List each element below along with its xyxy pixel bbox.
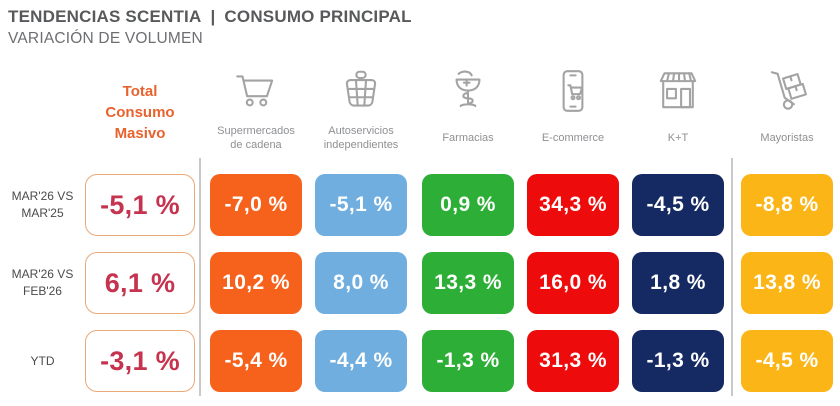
divider-total-channels: [199, 158, 201, 396]
total-column-label: Total Consumo Masivo: [105, 82, 175, 142]
column-label: E-commerce: [541, 131, 605, 144]
value-box: 1,8 %: [632, 252, 724, 314]
value-box: 13,3 %: [422, 252, 514, 314]
column-header-farmacias: Farmacias: [422, 54, 514, 158]
value-box: -1,3 %: [422, 330, 514, 392]
value-box: 16,0 %: [527, 252, 619, 314]
column-label: Autoservicios independientes: [323, 124, 399, 151]
value-box: 34,3 %: [527, 174, 619, 236]
value-box: -4,5 %: [741, 330, 833, 392]
value-box: -4,5 %: [632, 174, 724, 236]
cart-icon: [231, 66, 281, 116]
value-box: 13,8 %: [741, 252, 833, 314]
value-box: 10,2 %: [210, 252, 302, 314]
title-left: TENDENCIAS SCENTIA: [8, 7, 202, 26]
row-label-mar26-vs-feb26: MAR'26 VS FEB'26: [11, 267, 74, 298]
title-separator: |: [210, 7, 216, 26]
column-label: Mayoristas: [760, 131, 814, 144]
total-value-box: -3,1 %: [85, 330, 195, 392]
row-label-ytd: YTD: [30, 353, 55, 368]
total-value-box: 6,1 %: [85, 252, 195, 314]
variation-table: Total Consumo Masivo Supermercados de ca…: [0, 54, 833, 392]
value-box: -4,4 %: [315, 330, 407, 392]
handtruck-icon: [762, 66, 812, 116]
basket-icon: [336, 66, 386, 116]
page-subtitle: VARIACIÓN DE VOLUMEN: [8, 30, 203, 47]
value-box: -7,0 %: [210, 174, 302, 236]
column-label: Farmacias: [442, 131, 494, 144]
total-column-header: Total Consumo Masivo: [85, 54, 195, 158]
value-box: -5,1 %: [315, 174, 407, 236]
title-right: CONSUMO PRINCIPAL: [224, 7, 412, 26]
value-box: 8,0 %: [315, 252, 407, 314]
storefront-icon: [653, 66, 703, 116]
column-header-mayoristas: Mayoristas: [741, 54, 833, 158]
title-block: TENDENCIAS SCENTIA | CONSUMO PRINCIPAL VAR…: [0, 0, 840, 48]
column-header-kt: K+T: [632, 54, 724, 158]
value-box: -1,3 %: [632, 330, 724, 392]
corner-empty: [0, 54, 85, 158]
page-title: TENDENCIAS SCENTIA | CONSUMO PRINCIPAL: [8, 7, 840, 27]
column-label: K+T: [667, 131, 689, 144]
column-header-ecommerce: E-commerce: [527, 54, 619, 158]
pharmacy-icon: [443, 66, 493, 116]
column-header-autoservicios: Autoservicios independientes: [315, 54, 407, 158]
value-box: -5,4 %: [210, 330, 302, 392]
column-header-supermercados: Supermercados de cadena: [210, 54, 302, 158]
divider-kt-mayoristas: [731, 158, 733, 396]
row-label-mar26-vs-mar25: MAR'26 VS MAR'25: [11, 189, 74, 220]
value-box: 31,3 %: [527, 330, 619, 392]
value-box: -8,8 %: [741, 174, 833, 236]
value-box: 0,9 %: [422, 174, 514, 236]
total-value-box: -5,1 %: [85, 174, 195, 236]
phone-cart-icon: [548, 66, 598, 116]
column-label: Supermercados de cadena: [217, 124, 295, 151]
